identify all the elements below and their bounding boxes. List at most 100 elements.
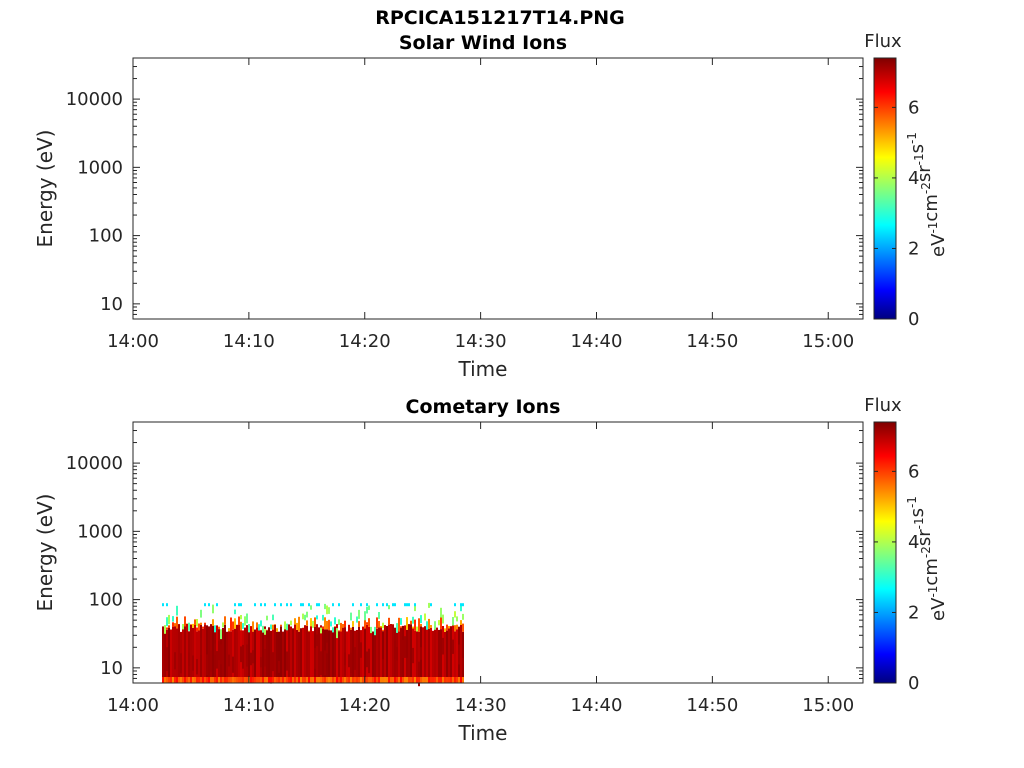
- spectrogram-cell: [382, 603, 384, 607]
- figure-title: RPCICA151217T14.PNG: [375, 7, 625, 29]
- spectrogram-cell: [398, 631, 400, 677]
- spectrogram-cell: [442, 677, 444, 683]
- spectrogram-cell: [174, 652, 176, 670]
- spectrogram-cell: [204, 624, 206, 677]
- spectrogram-cell: [310, 626, 312, 677]
- spectrogram-cell: [430, 603, 432, 607]
- colorbar-title: Flux: [864, 395, 902, 416]
- spectrogram-cell: [400, 626, 402, 629]
- spectrogram-cell: [426, 624, 428, 677]
- spectrogram-cell: [276, 628, 278, 632]
- spectrogram-cell: [198, 677, 200, 683]
- spectrogram-cell: [312, 620, 314, 628]
- spectrogram-cell: [204, 603, 206, 607]
- spectrogram-cell: [434, 621, 436, 630]
- spectrogram-cell: [300, 603, 302, 607]
- spectrogram-cell: [218, 626, 220, 629]
- spectrogram-cell: [334, 626, 336, 627]
- spectrogram-cell: [162, 626, 164, 677]
- spectrogram-cell: [260, 657, 262, 668]
- y-axis-label: Energy (eV): [33, 494, 57, 612]
- spectrogram-cell: [242, 623, 244, 629]
- spectrogram-cell: [414, 630, 416, 677]
- spectrogram-cell: [358, 626, 360, 677]
- spectrogram-cell: [278, 677, 280, 683]
- spectrogram-cell: [366, 651, 368, 668]
- spectrogram-cell: [234, 609, 236, 615]
- spectrogram-cell: [364, 628, 366, 677]
- y-tick-label: 1000: [77, 521, 123, 542]
- spectrogram-cell: [266, 629, 268, 631]
- spectrogram-cell: [162, 677, 164, 683]
- spectrogram-cell: [306, 626, 308, 677]
- spectrogram-cell: [188, 622, 190, 631]
- spectrogram-cell: [430, 627, 432, 677]
- spectrogram-cell: [238, 616, 240, 625]
- spectrogram-cell: [256, 622, 258, 628]
- spectrogram-cell: [414, 605, 416, 612]
- spectrogram-cell: [462, 613, 464, 620]
- spectrogram-cell: [196, 659, 198, 675]
- spectrogram-cell: [214, 677, 216, 683]
- spectrogram-cell: [394, 603, 396, 607]
- colorbar-tick-label: 2: [908, 602, 919, 623]
- spectrogram-cell: [210, 624, 212, 677]
- x-tick-label: 14:10: [223, 331, 275, 352]
- spectrogram-cell: [246, 644, 248, 667]
- colorbar: 0 2 4 6 Flux eV-1cm-2sr-1s-1: [864, 395, 949, 694]
- spectrogram-cell: [280, 603, 282, 607]
- spectrogram-cell: [168, 614, 170, 625]
- spectrogram-cell: [316, 624, 318, 677]
- spectrogram-cell: [212, 619, 214, 626]
- spectrogram-cell: [270, 630, 272, 677]
- spectrogram-cell: [348, 624, 350, 677]
- spectrogram-cell: [436, 677, 438, 683]
- spectrogram-cell: [448, 626, 450, 629]
- spectrogram-cell: [382, 659, 384, 682]
- spectrogram-cell: [352, 626, 354, 677]
- x-tick-label: 14:30: [455, 331, 507, 352]
- spectrogram-cell: [410, 624, 412, 677]
- spectrogram-cell: [396, 623, 398, 633]
- spectrogram-cell: [350, 627, 352, 630]
- y-tick-label: 10: [100, 294, 123, 315]
- spectrogram-cell: [440, 616, 442, 630]
- plot-frame: [132, 421, 864, 684]
- y-tick-label: 100: [89, 226, 123, 247]
- spectrogram-cell: [438, 620, 440, 626]
- spectrogram-cell: [296, 622, 298, 630]
- spectrogram-cell: [418, 631, 420, 677]
- plot-area: [133, 58, 863, 319]
- spectrogram-cell: [190, 624, 192, 625]
- spectrogram-cell: [370, 626, 372, 634]
- colorbar-tick-label: 0: [908, 309, 919, 330]
- spectrogram-cell: [284, 625, 286, 677]
- spectrogram-cell: [308, 631, 310, 677]
- spectrogram-cell: [168, 628, 170, 677]
- spectrogram-cell: [298, 616, 300, 632]
- spectrogram-cell: [242, 677, 244, 683]
- spectrogram-cell: [402, 639, 404, 658]
- y-axis-label: Energy (eV): [33, 130, 57, 248]
- spectrogram-cell: [434, 626, 436, 677]
- spectrogram-cell: [224, 616, 226, 625]
- spectrogram-cell: [264, 628, 266, 635]
- spectrogram-cell: [360, 642, 362, 658]
- spectrogram-cell: [434, 677, 436, 683]
- spectrogram-cell: [430, 677, 432, 683]
- spectrogram-cell: [402, 677, 404, 683]
- spectrogram-cell: [320, 627, 322, 634]
- spectrogram-cell: [400, 628, 402, 677]
- spectrogram-cell: [290, 677, 292, 683]
- spectrogram-cell: [200, 677, 202, 683]
- spectrogram-cell: [324, 617, 326, 630]
- spectrogram-cell: [292, 628, 294, 677]
- spectrogram-cell: [206, 677, 208, 683]
- spectrogram-cell: [440, 607, 442, 618]
- spectrogram-cell: [200, 609, 202, 618]
- spectrogram-cell: [414, 677, 416, 683]
- spectrogram-cell: [256, 627, 258, 677]
- x-tick-label: 14:50: [686, 331, 738, 352]
- spectrogram-cell: [306, 677, 308, 683]
- spectrogram-cell: [308, 603, 310, 607]
